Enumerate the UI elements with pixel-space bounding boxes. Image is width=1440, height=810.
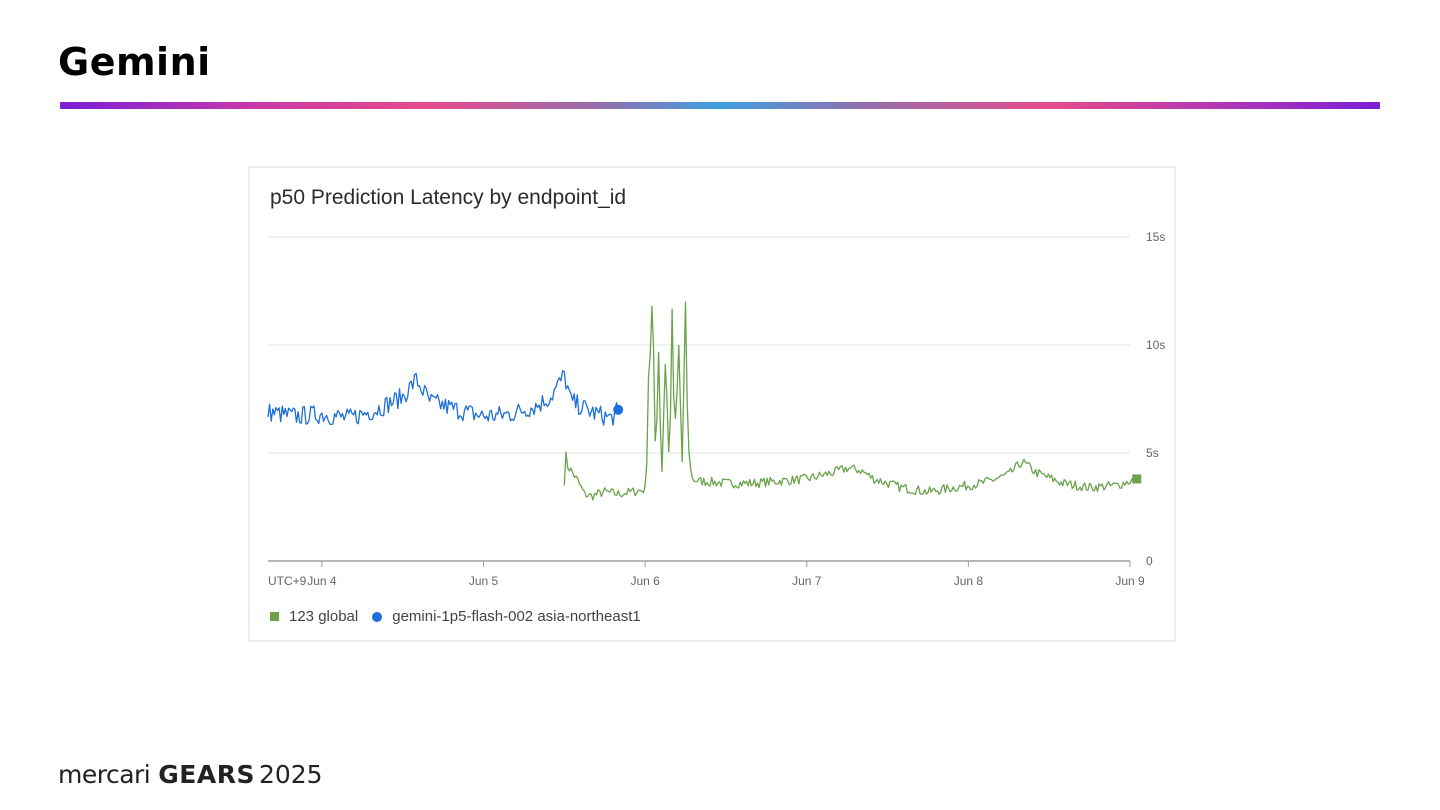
x-tick-label: Jun 9 <box>1115 574 1145 588</box>
x-tick-label: Jun 4 <box>307 574 337 588</box>
chart-panel: p50 Prediction Latency by endpoint_id 0 5… <box>248 166 1176 642</box>
slide-title: Gemini <box>58 40 211 84</box>
legend-item-green[interactable]: 123 global <box>270 608 358 625</box>
series-line-blue <box>267 370 619 426</box>
legend-square-icon <box>270 612 279 621</box>
latency-chart: 0 5s 10s 15s UTC+9 Jun 4 Jun 5 Jun 6 Jun 7 Jun 8 J… <box>267 230 1165 588</box>
y-tick-label: 15s <box>1146 230 1165 244</box>
title-gradient-rule <box>60 102 1380 109</box>
y-tick-label: 0 <box>1146 554 1153 568</box>
footer-event: GEARS <box>158 760 255 789</box>
chart-legend: 123 global gemini-1p5-flash-002 asia-nor… <box>270 608 655 625</box>
legend-item-blue[interactable]: gemini-1p5-flash-002 asia-northeast1 <box>372 608 641 625</box>
series-end-marker-blue <box>613 404 624 415</box>
footer-brand: mercari <box>58 760 151 789</box>
x-tick-label: Jun 6 <box>630 574 660 588</box>
x-tick-label: Jun 5 <box>469 574 499 588</box>
timezone-label: UTC+9 <box>268 574 307 588</box>
series-line-green <box>563 301 1138 501</box>
legend-dot-icon <box>372 611 383 622</box>
x-tick-label: Jun 7 <box>792 574 822 588</box>
series-end-marker-green <box>1132 474 1142 484</box>
footer-logo: mercari GEARS 2025 <box>58 760 323 789</box>
legend-label-blue: gemini-1p5-flash-002 asia-northeast1 <box>392 608 641 625</box>
y-tick-label: 10s <box>1146 338 1165 352</box>
chart-title: p50 Prediction Latency by endpoint_id <box>270 186 627 209</box>
y-tick-label: 5s <box>1146 446 1159 460</box>
legend-label-green: 123 global <box>289 608 359 625</box>
footer-year: 2025 <box>258 760 323 789</box>
x-tick-label: Jun 8 <box>954 574 984 588</box>
